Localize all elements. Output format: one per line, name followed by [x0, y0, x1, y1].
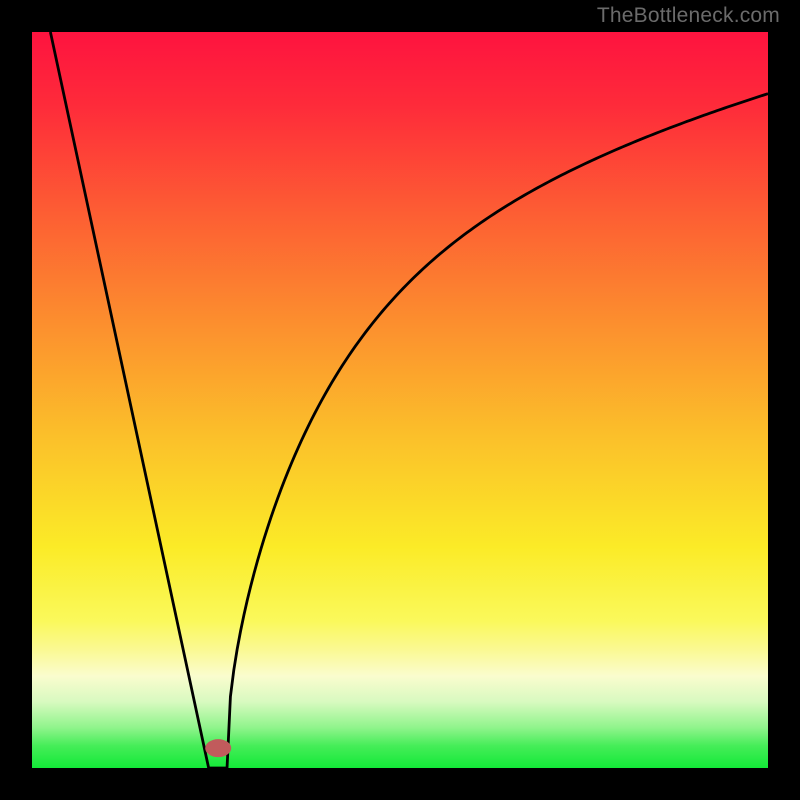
chart-svg — [32, 32, 768, 768]
watermark-text: TheBottleneck.com — [597, 4, 780, 28]
plot-area — [32, 32, 768, 768]
chart-container: TheBottleneck.com — [0, 0, 800, 800]
valley-marker — [205, 739, 231, 757]
gradient-background — [32, 32, 768, 768]
